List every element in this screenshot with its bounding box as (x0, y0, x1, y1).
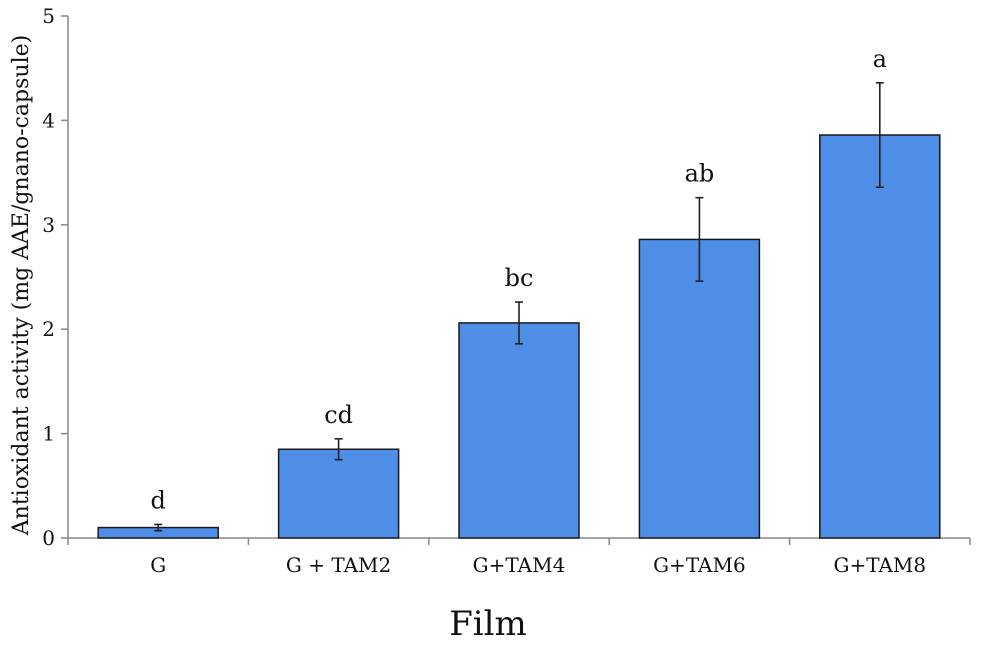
x-tick-label: G+TAM4 (473, 553, 566, 577)
y-axis-title: Antioxidant activity (mg AAE/gnano-capsu… (9, 35, 34, 536)
bar (819, 134, 941, 539)
error-bars (154, 82, 884, 532)
y-tick-label: 3 (42, 213, 55, 237)
x-tick-label: G+TAM8 (833, 553, 926, 577)
x-tick-label: G + TAM2 (286, 553, 391, 577)
bar (458, 322, 580, 539)
significance-label: d (151, 486, 166, 514)
y-tick-label: 0 (42, 526, 55, 550)
bar (638, 238, 761, 539)
bars (97, 134, 941, 539)
y-tick-label: 2 (42, 317, 55, 341)
y-tick-label: 5 (42, 4, 55, 28)
bar (277, 448, 400, 539)
x-tick-label: G (150, 553, 166, 577)
labels: d Gcd G + TAM2 bc G+TAM4 ab G+TAM6 a G+TAM8 (150, 45, 926, 577)
y-tick-label: 4 (42, 108, 55, 132)
significance-label: a (873, 45, 887, 73)
y-tick-label: 1 (42, 422, 55, 446)
x-tick-label: G+TAM6 (653, 553, 746, 577)
significance-label: ab (685, 160, 715, 188)
x-axis-title: Film (449, 604, 527, 644)
significance-label: bc (505, 264, 534, 292)
significance-label: cd (324, 401, 353, 429)
